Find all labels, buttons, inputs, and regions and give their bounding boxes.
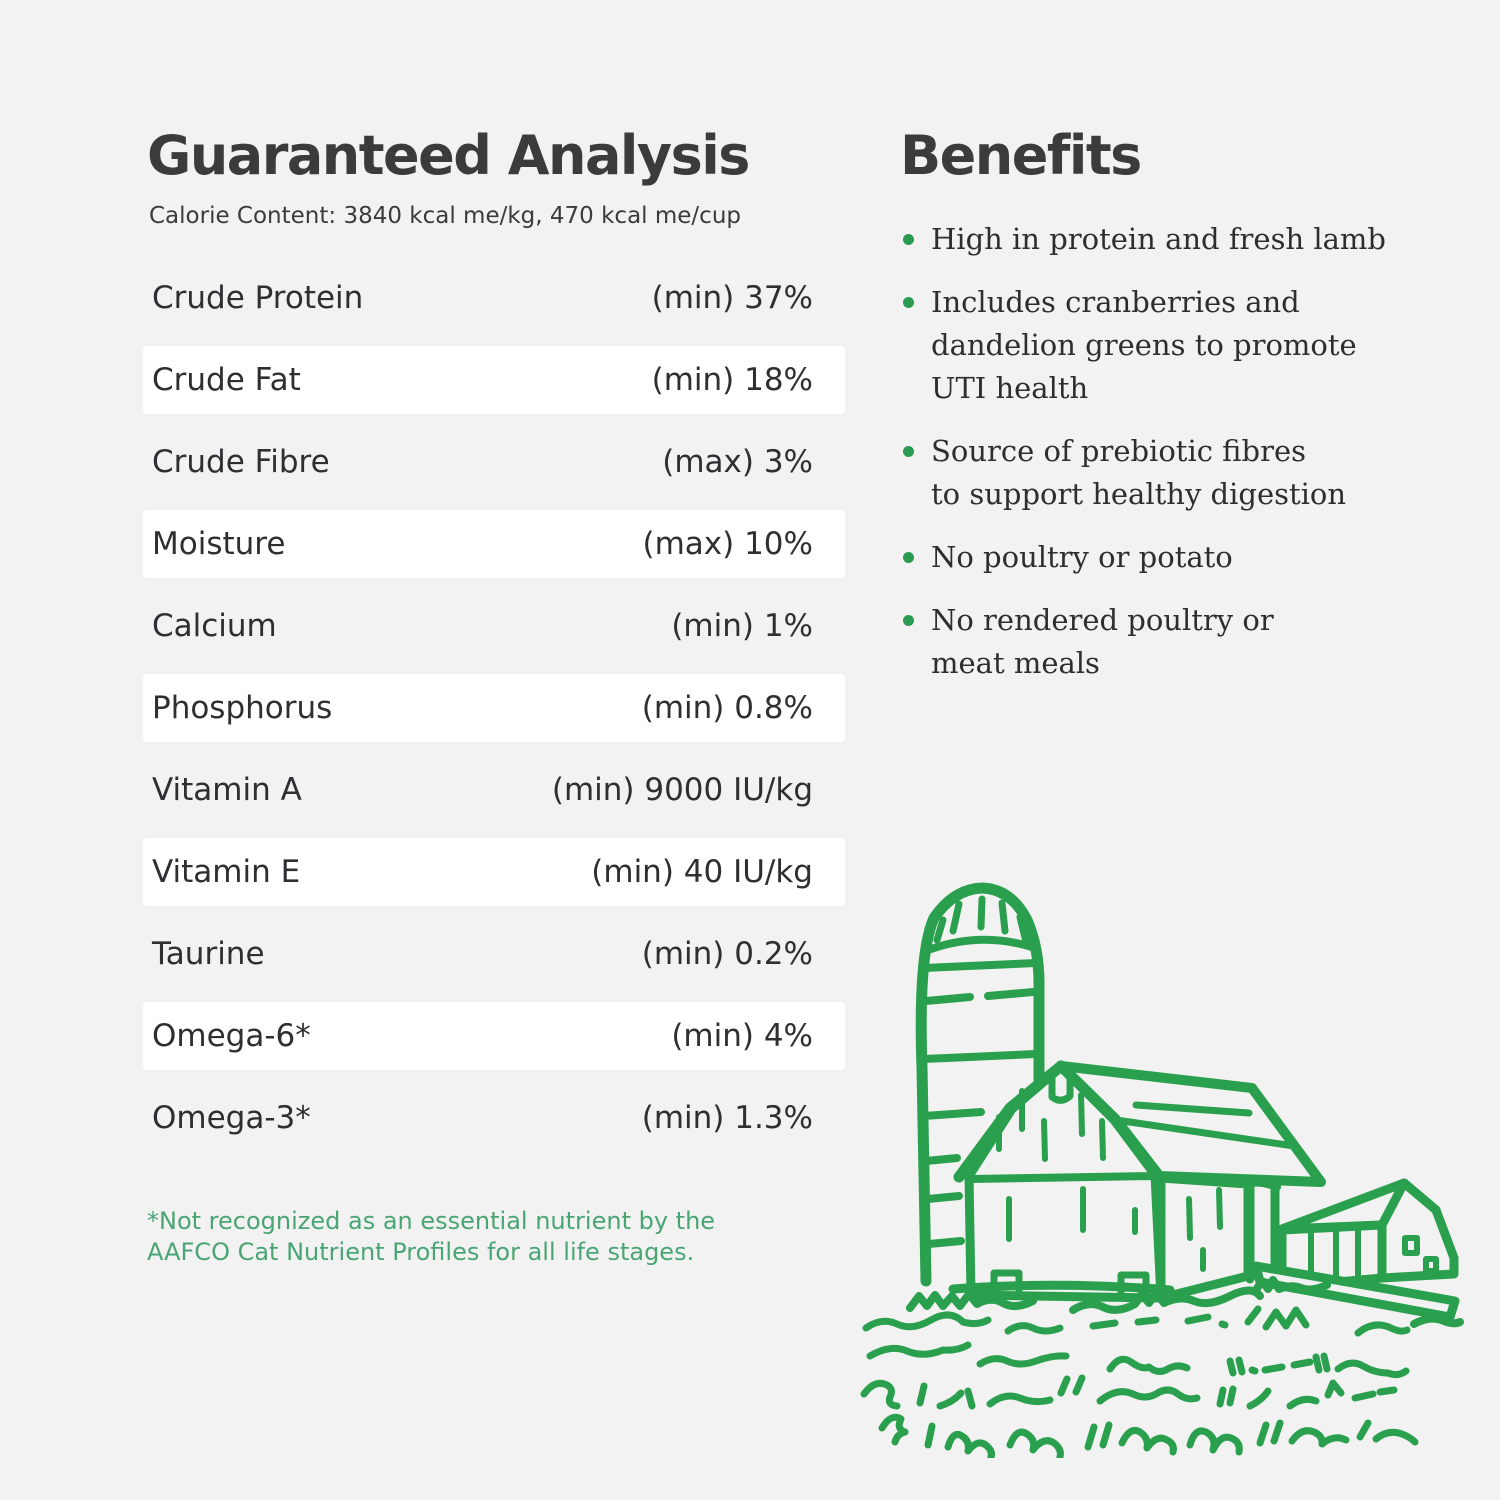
- table-row: Phosphorus (min) 0.8%: [143, 674, 845, 742]
- table-row: Omega-3* (min) 1.3%: [143, 1077, 845, 1159]
- row-label: Crude Fat: [152, 362, 301, 398]
- table-row: Crude Protein (min) 37%: [143, 257, 845, 339]
- row-value: (min) 40 IU/kg: [591, 854, 813, 890]
- guaranteed-analysis-title: Guaranteed Analysis: [147, 124, 750, 187]
- row-value: (min) 1.3%: [641, 1100, 813, 1136]
- benefit-line: Includes cranberries and: [931, 285, 1300, 319]
- row-value: (min) 9000 IU/kg: [551, 772, 813, 808]
- benefit-line: to support healthy digestion: [931, 477, 1347, 511]
- benefit-line: High in protein and fresh lamb: [931, 222, 1386, 256]
- benefits-title: Benefits: [900, 124, 1142, 187]
- row-value: (min) 4%: [671, 1018, 813, 1054]
- table-row: Vitamin A (min) 9000 IU/kg: [143, 749, 845, 831]
- table-row: Omega-6* (min) 4%: [143, 1002, 845, 1070]
- row-label: Phosphorus: [152, 690, 333, 726]
- row-label: Vitamin E: [152, 854, 301, 890]
- benefit-line: UTI health: [931, 371, 1089, 405]
- bullet-dot-icon: [903, 297, 914, 308]
- list-item: High in protein and fresh lamb: [901, 218, 1406, 261]
- list-item: Includes cranberries and dandelion green…: [901, 281, 1406, 410]
- benefits-list: High in protein and fresh lamb Includes …: [901, 218, 1406, 705]
- table-row: Moisture (max) 10%: [143, 510, 845, 578]
- row-value: (min) 0.8%: [641, 690, 813, 726]
- bullet-dot-icon: [903, 446, 914, 457]
- bullet-dot-icon: [903, 615, 914, 626]
- benefit-line: No rendered poultry or: [931, 603, 1274, 637]
- table-row: Crude Fat (min) 18%: [143, 346, 845, 414]
- list-item: No rendered poultry or meat meals: [901, 599, 1406, 685]
- benefit-line: dandelion greens to promote: [931, 328, 1357, 362]
- list-item: Source of prebiotic fibres to support he…: [901, 430, 1406, 516]
- row-value: (min) 37%: [651, 280, 813, 316]
- list-item: No poultry or potato: [901, 536, 1406, 579]
- row-value: (max) 10%: [642, 526, 814, 562]
- table-row: Vitamin E (min) 40 IU/kg: [143, 838, 845, 906]
- row-label: Taurine: [152, 936, 265, 972]
- bullet-dot-icon: [903, 552, 914, 563]
- benefit-line: meat meals: [931, 646, 1100, 680]
- table-row: Calcium (min) 1%: [143, 585, 845, 667]
- row-label: Omega-6*: [152, 1018, 311, 1054]
- bullet-dot-icon: [903, 234, 914, 245]
- guaranteed-analysis-table: Crude Protein (min) 37% Crude Fat (min) …: [143, 257, 845, 1159]
- footnote-line: AAFCO Cat Nutrient Profiles for all life…: [147, 1238, 695, 1266]
- row-label: Crude Fibre: [152, 444, 330, 480]
- row-label: Crude Protein: [152, 280, 364, 316]
- aafco-footnote: *Not recognized as an essential nutrient…: [147, 1206, 715, 1268]
- row-value: (min) 18%: [651, 362, 813, 398]
- benefit-line: Source of prebiotic fibres: [931, 434, 1306, 468]
- row-value: (min) 1%: [671, 608, 813, 644]
- table-row: Taurine (min) 0.2%: [143, 913, 845, 995]
- benefit-line: No poultry or potato: [931, 540, 1233, 574]
- row-value: (min) 0.2%: [641, 936, 813, 972]
- footnote-line: *Not recognized as an essential nutrient…: [147, 1207, 716, 1235]
- farm-barn-illustration: [860, 882, 1464, 1458]
- table-row: Crude Fibre (max) 3%: [143, 421, 845, 503]
- calorie-content: Calorie Content: 3840 kcal me/kg, 470 kc…: [149, 203, 742, 229]
- row-value: (max) 3%: [662, 444, 813, 480]
- row-label: Moisture: [152, 526, 286, 562]
- row-label: Calcium: [152, 608, 277, 644]
- row-label: Vitamin A: [152, 772, 302, 808]
- row-label: Omega-3*: [152, 1100, 311, 1136]
